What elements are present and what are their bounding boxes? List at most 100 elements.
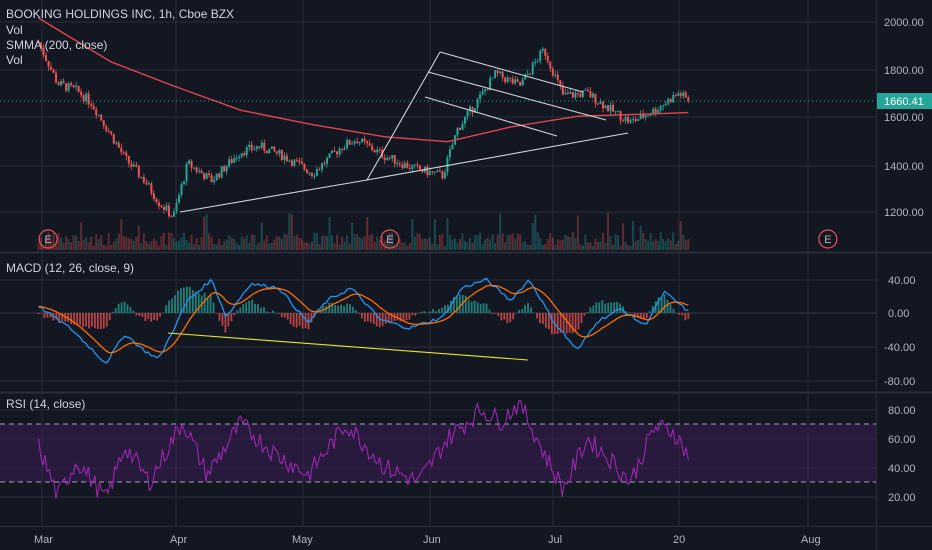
earnings-marker-2[interactable] [380,229,400,249]
volume-bar [398,239,401,250]
macd-legend[interactable]: MACD (12, 26, close, 9) [6,261,134,275]
time-tick-apr: Apr [170,534,187,546]
macd-histogram [37,286,690,335]
macd-hist-bar [298,313,301,326]
earnings-marker-1[interactable] [38,229,58,249]
macd-divergence-line[interactable] [167,332,529,361]
volume-bar [280,238,283,250]
rsi-legend[interactable]: RSI (14, close) [6,397,85,411]
candle-body [584,89,587,91]
volume-bar [295,234,298,250]
macd-hist-bar [509,313,512,323]
volume-bar [571,232,574,250]
candle-body [150,183,153,194]
candle-body [371,145,374,151]
candle-body [37,42,40,44]
candle-body [273,146,276,152]
macd-hist-bar [491,313,494,315]
candle-body [180,184,183,196]
candle-body [612,104,615,112]
volume-bar [539,238,542,250]
volume-bar [679,221,682,250]
candle-body [659,106,662,111]
trend-drawings[interactable] [179,51,629,213]
macd-hist-bar [269,312,271,313]
volume-bar [248,242,251,250]
candle-body [77,85,80,92]
volume-bar [175,241,178,250]
candle-body [248,144,251,148]
volume-bar [185,239,188,250]
volume-bar [654,238,657,250]
volume-bar [245,235,248,250]
macd-hist-bar [610,302,613,313]
channel-middle-line[interactable] [427,71,607,121]
volume-bar [223,241,226,250]
candle-body [303,163,306,170]
macd-hist-bar [40,313,43,314]
macd-hist-bar [657,297,660,313]
macd-hist-bar [120,302,123,313]
time-tick-may: May [292,534,313,546]
macd-hist-bar [174,295,176,313]
earnings-marker-3[interactable] [818,229,838,249]
candle-body [509,77,512,79]
time-tick-mar: Mar [34,534,53,546]
chart-title[interactable]: BOOKING HOLDINGS INC, 1h, Cboe BZX [6,7,234,21]
volume-bar [268,243,271,250]
volume-bar [77,240,80,250]
vol-legend[interactable]: Vol [6,23,23,37]
macd-hist-bar [669,304,672,313]
volume-bar [87,242,90,250]
volume-bar [657,241,660,250]
macd-hist-bar [263,307,265,313]
smma-legend[interactable]: SMMA (200, close) [6,38,107,52]
candle-body [672,95,675,103]
candle-body [674,95,677,97]
candle-body [353,141,356,144]
macd-hist-bar [141,313,144,318]
rally-channel-left[interactable] [366,51,441,181]
channel-lower-line[interactable] [424,96,558,137]
macd-hist-bar [583,313,586,316]
support-extension-line[interactable] [366,132,629,181]
candle-body [92,106,95,110]
candle-body [521,79,524,86]
macd-hist-bar [159,313,162,317]
candle-body [669,98,672,103]
macd-hist-bar [257,304,259,313]
macd-hist-bar [417,313,420,314]
candle-body [157,202,160,207]
macd-hist-bar [387,313,390,323]
candle-body [393,155,396,164]
volume-bar [526,244,529,250]
channel-upper-line[interactable] [439,51,584,93]
macd-hist-bar [601,300,604,313]
candle-body [341,148,344,150]
macd-hist-bar [108,313,111,321]
candle-body [263,142,266,151]
macd-hist-bar [366,313,369,322]
volume-bar [496,234,499,250]
macd-hist-bar [399,313,402,322]
time-tick-aug: Aug [801,534,821,546]
rising-support-line[interactable] [179,179,368,213]
candle-body [72,85,75,88]
volume-bar [336,234,339,250]
candle-body [107,130,110,132]
candle-body [391,155,394,159]
vol-legend-2[interactable]: Vol [6,53,23,67]
candle-body [213,180,216,183]
candle-body [215,173,218,181]
macd-hist-bar [138,313,141,316]
macd-hist-bar [310,313,313,323]
macd-hist-bar [524,305,526,313]
macd-hist-bar [565,313,568,334]
volume-bar [190,234,193,250]
macd-hist-bar [396,313,399,321]
macd-hist-bar [212,302,215,313]
volume-bar [160,235,163,250]
